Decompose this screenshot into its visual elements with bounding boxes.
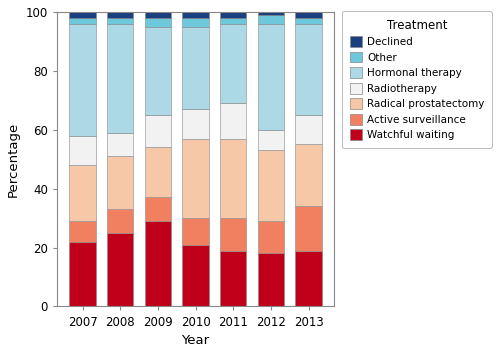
Bar [182, 109, 208, 139]
Bar [182, 18, 208, 27]
Bar [220, 103, 246, 139]
Bar [296, 18, 322, 24]
Bar [258, 150, 284, 221]
Legend: Declined, Other, Hormonal therapy, Radiotherapy, Radical prostatectomy, Active s: Declined, Other, Hormonal therapy, Radio… [342, 11, 492, 148]
Bar [107, 24, 134, 133]
Bar [296, 144, 322, 206]
Bar [144, 27, 171, 115]
Y-axis label: Percentage: Percentage [7, 121, 20, 197]
Bar [70, 242, 96, 307]
Bar [220, 251, 246, 307]
Bar [107, 133, 134, 156]
Bar [220, 12, 246, 18]
Bar [182, 245, 208, 307]
Bar [258, 221, 284, 253]
Bar [107, 156, 134, 209]
Bar [258, 130, 284, 150]
Bar [220, 139, 246, 218]
Bar [258, 253, 284, 307]
Bar [220, 218, 246, 251]
Bar [144, 147, 171, 198]
Bar [220, 18, 246, 24]
Bar [296, 12, 322, 18]
Bar [296, 206, 322, 251]
Bar [107, 209, 134, 233]
Bar [258, 12, 284, 15]
Bar [296, 24, 322, 115]
Bar [70, 18, 96, 24]
Bar [144, 198, 171, 221]
Bar [296, 115, 322, 144]
Bar [144, 18, 171, 27]
Bar [144, 115, 171, 147]
Bar [70, 221, 96, 242]
Bar [258, 15, 284, 24]
Bar [70, 136, 96, 165]
Bar [182, 12, 208, 18]
Bar [70, 165, 96, 221]
Bar [70, 24, 96, 136]
Bar [144, 221, 171, 307]
Bar [296, 251, 322, 307]
Bar [182, 27, 208, 109]
Bar [144, 12, 171, 18]
Bar [107, 12, 134, 18]
Bar [107, 233, 134, 307]
Bar [107, 18, 134, 24]
Bar [182, 218, 208, 245]
X-axis label: Year: Year [182, 334, 210, 347]
Bar [182, 139, 208, 218]
Bar [258, 24, 284, 130]
Bar [70, 12, 96, 18]
Bar [220, 24, 246, 103]
